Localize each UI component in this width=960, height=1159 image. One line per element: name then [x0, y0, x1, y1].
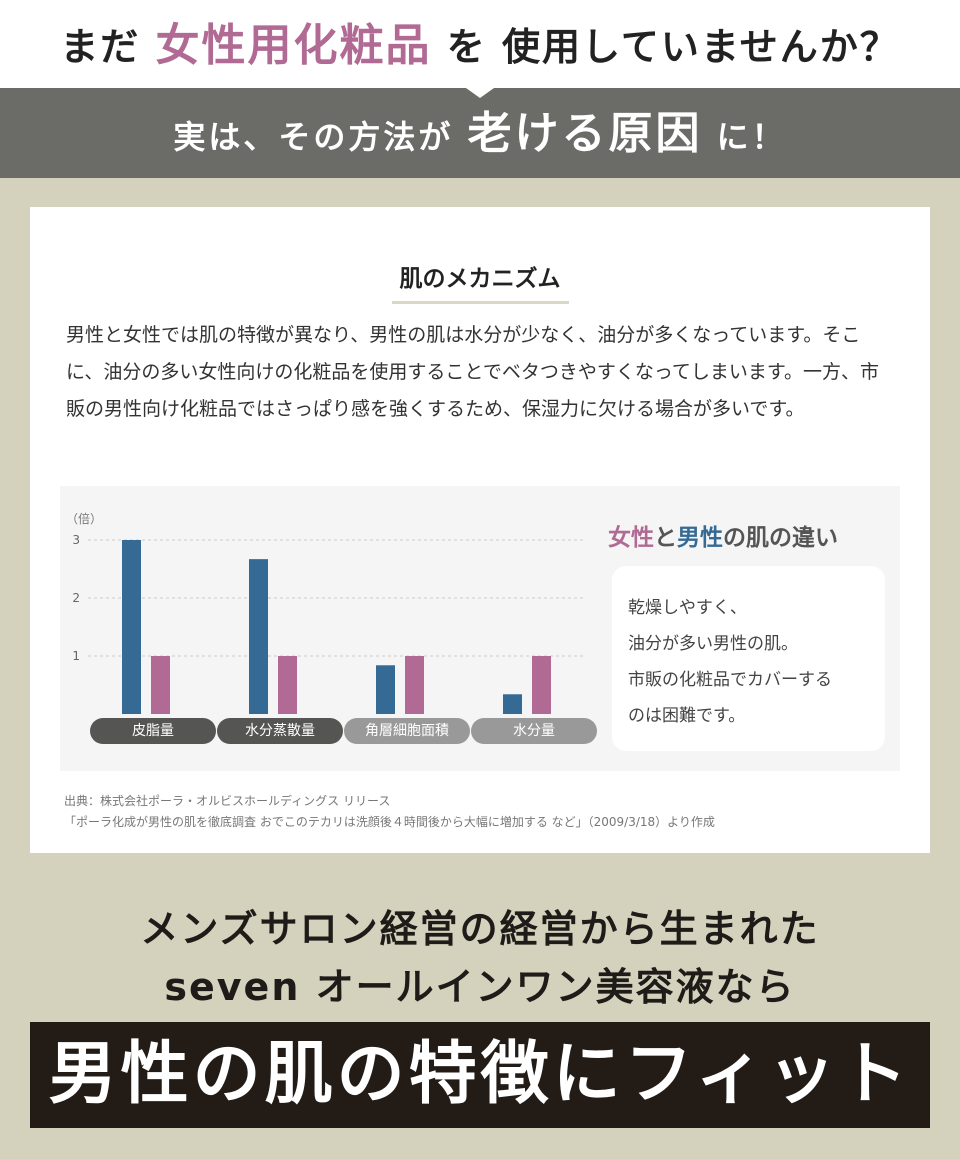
comparison-panel: （倍） 1 2 3 皮脂量 水分蒸散量 角層細胞面積 水分量 女性と男性の肌の違い 乾燥し…	[60, 486, 900, 771]
female-bar	[405, 656, 424, 714]
header-pre: まだ	[60, 25, 141, 69]
section-title-text: 肌のメカニズム	[391, 259, 569, 304]
y-tick-label: 3	[72, 533, 80, 547]
title-and: と	[654, 525, 677, 551]
header-question: まだ 女性用化粧品 を 使用していませんか？	[0, 0, 960, 88]
section-title: 肌のメカニズム	[30, 259, 930, 304]
mechanism-card: 肌のメカニズム 男性と女性では肌の特徴が異なり、男性の肌は水分が少なく、油分が多…	[30, 207, 930, 853]
header-highlight: 女性用化粧品	[155, 20, 432, 71]
comparison-title: 女性と男性の肌の違い	[608, 518, 838, 552]
body-text: 男性と女性では肌の特徴が異なり、男性の肌は水分が少なく、油分が多くなっています。…	[66, 324, 880, 420]
band-big: 老ける原因	[467, 108, 703, 159]
x-category-label: 皮脂量	[90, 718, 216, 744]
y-tick-label: 1	[72, 649, 80, 663]
header-post: を 使用していませんか？	[446, 25, 900, 69]
male-bar	[122, 540, 141, 714]
footer-line-1: メンズサロン経営の経営から生まれた	[140, 907, 820, 951]
note-line: 市販の化粧品でカバーする	[628, 670, 832, 690]
male-label: 男性	[677, 525, 723, 551]
note-line: のは困難です。	[628, 706, 746, 726]
x-category-label: 角層細胞面積	[344, 718, 470, 744]
male-bar	[376, 665, 395, 714]
source-note: 出典：株式会社ポーラ・オルビスホールディングス リリース 「ポーラ化成が男性の肌…	[64, 791, 715, 833]
x-category-label: 水分蒸散量	[217, 718, 343, 744]
source-line: 出典：株式会社ポーラ・オルビスホールディングス リリース	[64, 794, 391, 808]
note-bubble: 乾燥しやすく、 油分が多い男性の肌。 市販の化粧品でカバーする のは困難です。	[612, 566, 885, 751]
female-label: 女性	[608, 525, 654, 551]
title-post: の肌の違い	[723, 525, 838, 551]
male-bar	[249, 559, 268, 714]
notch-arrow	[466, 88, 494, 98]
male-bar	[503, 694, 522, 714]
band-post: に！	[716, 118, 787, 156]
x-category-label: 水分量	[471, 718, 597, 744]
female-bar	[532, 656, 551, 714]
fit-banner: 男性の肌の特徴にフィット	[30, 1022, 930, 1128]
y-tick-label: 2	[72, 591, 80, 605]
y-unit-label: （倍）	[66, 512, 103, 526]
bar-chart: 1 2 3	[72, 533, 585, 714]
footer-line-2: seven オールインワン美容液なら	[164, 965, 796, 1009]
note-line: 乾燥しやすく、	[628, 598, 747, 618]
warning-band: 実は、その方法が 老ける原因 に！	[0, 88, 960, 178]
female-bar	[151, 656, 170, 714]
note-line: 油分が多い男性の肌。	[628, 634, 798, 654]
source-line: 「ポーラ化成が男性の肌を徹底調査 おでこのテカリは洗顔後４時間後から大幅に増加す…	[64, 815, 715, 829]
female-bar	[278, 656, 297, 714]
band-pre: 実は、その方法が	[173, 118, 454, 156]
